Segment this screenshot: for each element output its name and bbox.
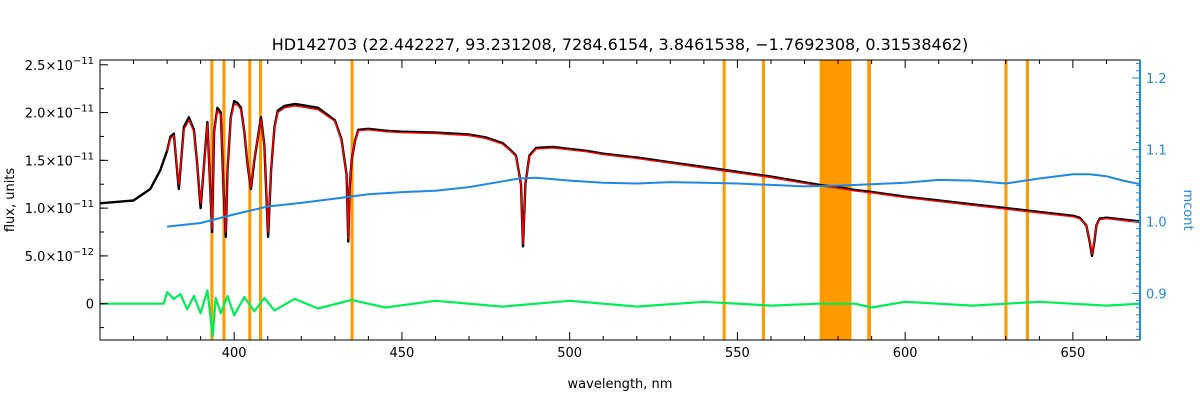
y-tick-label: 1.5×10−11: [25, 151, 94, 169]
masked-region-8: [867, 60, 871, 340]
masked-region-7: [819, 60, 852, 340]
series-observed: [99, 99, 1141, 258]
y2-tick-label: 1.0: [1146, 216, 1167, 231]
y2-tick-label: 0.9: [1146, 287, 1167, 302]
plot-frame: [99, 59, 1141, 341]
series-mcont: [166, 173, 1141, 228]
series-residuals: [100, 289, 1141, 338]
x-axis: 400 450 500 550 600 650: [99, 60, 1141, 361]
y-tick-label: 2.0×10−11: [25, 104, 94, 122]
y-tick-label: 1.0×10−11: [25, 199, 94, 217]
chart-title: HD142703 (22.442227, 93.231208, 7284.615…: [272, 35, 969, 54]
masked-region-5: [722, 60, 726, 340]
y2-tick-label: 1.1: [1146, 144, 1167, 159]
y-axis-left: 0 5.0×10−12 1.0×10−11 1.5×10−11 2.0×10−11 2.5…: [25, 56, 108, 329]
y-tick-label: 2.5×10−11: [25, 56, 94, 74]
x-tick-label: 600: [893, 346, 918, 361]
masked-region-2: [248, 60, 252, 340]
x-tick-label: 400: [222, 346, 247, 361]
x-tick-label: 500: [557, 346, 582, 361]
x-axis-label: wavelength, nm: [568, 377, 673, 392]
masked-regions: [210, 60, 1029, 340]
y-axis-label: flux, units: [3, 168, 18, 233]
x-tick-label: 650: [1060, 346, 1085, 361]
masked-region-6: [761, 60, 765, 340]
series-model: [166, 103, 1141, 255]
series-layer: [99, 99, 1141, 338]
masked-region-9: [1004, 60, 1008, 340]
x-tick-label: 550: [725, 346, 750, 361]
y-tick-label: 5.0×10−12: [25, 247, 94, 265]
y-axis-right: 0.9 1.0 1.1 1.2: [1132, 60, 1167, 340]
y-tick-label: 0: [86, 298, 94, 313]
x-tick-label: 450: [390, 346, 415, 361]
y2-axis-label: mcont: [1180, 189, 1195, 230]
y2-tick-label: 1.2: [1146, 72, 1167, 87]
masked-region-10: [1025, 60, 1029, 340]
masked-region-3: [259, 60, 263, 340]
masked-region-4: [350, 60, 354, 340]
